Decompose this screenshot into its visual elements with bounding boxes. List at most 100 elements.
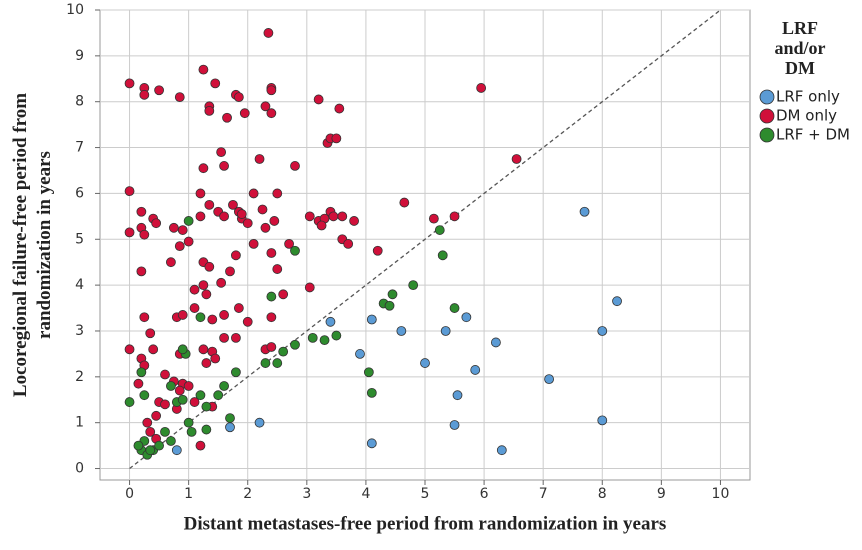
point	[225, 266, 235, 277]
point	[124, 186, 135, 197]
point	[189, 397, 200, 407]
point	[136, 266, 147, 277]
point	[174, 385, 185, 396]
point	[195, 188, 206, 199]
x-tick-label: 0	[125, 486, 134, 502]
point	[145, 426, 156, 437]
point	[124, 344, 135, 355]
legend-marker	[759, 108, 775, 124]
point	[290, 339, 300, 350]
point	[219, 381, 229, 391]
point	[254, 417, 265, 428]
y-tick-label: 10	[66, 2, 84, 18]
point	[239, 108, 250, 119]
y-tick-label: 1	[75, 415, 84, 431]
point	[142, 417, 153, 428]
point	[266, 291, 277, 302]
x-tick-label: 9	[657, 486, 666, 502]
point	[177, 225, 188, 235]
point	[449, 303, 460, 313]
point	[248, 238, 259, 249]
x-tick-label: 5	[421, 486, 430, 502]
point	[210, 353, 221, 364]
y-tick-label: 6	[75, 185, 84, 201]
point	[204, 261, 215, 272]
point	[437, 250, 448, 261]
x-tick-label: 1	[184, 486, 193, 502]
point	[420, 358, 430, 368]
point	[470, 365, 481, 375]
point	[284, 238, 294, 249]
point	[124, 227, 135, 238]
point	[145, 445, 156, 456]
point	[231, 332, 241, 343]
point	[319, 335, 330, 346]
point	[139, 390, 150, 401]
point	[186, 426, 197, 437]
point	[372, 245, 383, 256]
y-tick-label: 7	[75, 140, 84, 156]
point	[189, 284, 200, 295]
point	[440, 326, 451, 336]
point	[304, 282, 315, 293]
point	[136, 367, 147, 378]
point	[195, 390, 206, 401]
point	[160, 399, 170, 410]
point	[366, 387, 377, 398]
point	[248, 188, 259, 199]
point	[228, 199, 238, 210]
y-tick-label: 8	[75, 94, 84, 110]
point	[183, 216, 194, 226]
point	[225, 413, 235, 423]
x-tick-label: 4	[361, 486, 370, 502]
point	[366, 438, 377, 449]
legend-title: DM	[785, 58, 815, 78]
point	[168, 222, 179, 233]
point	[269, 216, 280, 226]
point	[166, 257, 176, 268]
point	[201, 358, 212, 368]
point	[154, 440, 164, 451]
x-tick-label: 3	[302, 486, 311, 502]
point	[272, 188, 283, 199]
point	[139, 312, 150, 323]
point	[331, 330, 342, 341]
point	[316, 220, 327, 231]
point	[278, 346, 289, 357]
point	[260, 358, 271, 368]
point	[579, 206, 590, 217]
point	[363, 367, 374, 378]
point	[278, 289, 289, 300]
point	[325, 316, 336, 327]
point	[396, 326, 407, 336]
point	[133, 378, 144, 389]
point	[124, 397, 135, 407]
point	[597, 326, 608, 336]
point	[242, 218, 253, 229]
point	[139, 89, 150, 100]
reference-line	[129, 9, 721, 470]
point	[366, 314, 377, 325]
legend-title: LRF	[782, 18, 818, 38]
legend-label: LRF only	[776, 88, 840, 106]
point	[476, 83, 487, 93]
point	[408, 280, 419, 291]
point	[198, 64, 209, 75]
point	[219, 211, 229, 222]
point	[272, 264, 283, 274]
point	[387, 289, 398, 300]
point	[216, 277, 227, 288]
x-tick-label: 7	[539, 486, 548, 502]
y-tick-label: 2	[75, 369, 84, 385]
point	[266, 85, 277, 96]
point	[266, 312, 277, 323]
point	[260, 222, 271, 233]
point	[511, 154, 522, 164]
point	[177, 344, 188, 355]
y-tick-label: 4	[75, 277, 84, 293]
point	[195, 211, 206, 222]
point	[449, 211, 460, 222]
legend-label: DM only	[776, 107, 837, 125]
point	[201, 289, 212, 300]
point	[449, 420, 460, 430]
